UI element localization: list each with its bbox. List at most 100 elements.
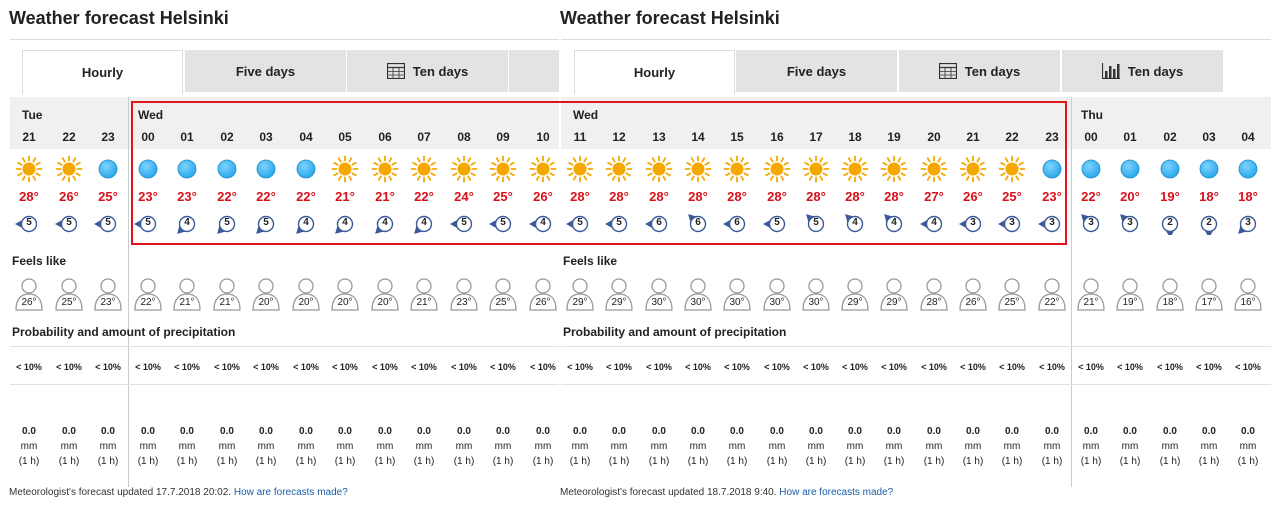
temperature: 25° [98,189,118,204]
temperature: 28° [727,189,747,204]
precip-period: (1 h) [453,456,475,467]
tab-ten-days[interactable]: Ten days [347,50,508,92]
updated-text: Meteorologist's forecast updated 17.7.20… [9,487,232,498]
tab-ten-days-chart[interactable]: Ten days [1062,50,1223,92]
precip-period: (1 h) [334,456,356,467]
tab-hourly[interactable]: Hourly [574,50,735,94]
precip-period: (1 h) [923,456,945,467]
precip-amount-value: 0.0 [770,426,784,437]
how-forecasts-made-link[interactable]: How are forecasts made? [233,487,348,498]
feels-like-value: 25° [1004,297,1020,308]
precip-amount: 0.0 mm (1 h) [758,424,796,469]
feels-like-value: 30° [651,297,667,308]
precip-unit: mm [689,441,707,452]
feels-like-value: 23° [456,297,472,308]
hour-label: 13 [652,130,666,144]
precip-period: (1 h) [374,456,396,467]
precip-period: (1 h) [176,456,198,467]
precip-period: (1 h) [97,456,119,467]
feels-like-value: 17° [1201,297,1217,308]
temperature: 19° [1160,189,1180,204]
wind-icon: 4 [371,213,397,235]
precip-unit: mm [218,441,236,452]
precip-amount-value: 0.0 [652,426,666,437]
day-label: Wed [573,108,599,122]
sun-icon [566,155,594,183]
wind-speed: 5 [577,217,583,228]
hour-label: 05 [338,130,352,144]
precip-probability: < 10% [1235,362,1261,372]
precip-amount-value: 0.0 [1123,426,1137,437]
wind-speed: 5 [500,217,506,228]
tab-five-days[interactable]: Five days [185,50,346,92]
feels-like-value: 21° [179,297,195,308]
precip-probability: < 10% [606,362,632,372]
wind-icon: 6 [723,213,749,235]
temperature: 24° [454,189,474,204]
hour-label: 16 [770,130,784,144]
wind-icon: 4 [880,213,906,235]
wind-speed: 5 [66,217,72,228]
precip-probability: < 10% [16,362,42,372]
precip-period: (1 h) [413,456,435,467]
precip-unit: mm [728,441,746,452]
precip-period: (1 h) [1119,456,1141,467]
temperature: 28° [570,189,590,204]
moon-icon [94,155,122,183]
precip-amount-value: 0.0 [927,426,941,437]
wind-icon: 5 [134,213,160,235]
person-icon [644,276,674,312]
temperature: 22° [217,189,237,204]
precip-period: (1 h) [883,456,905,467]
wind-icon: 4 [173,213,199,235]
precip-probability: < 10% [960,362,986,372]
precip-amount-value: 0.0 [259,426,273,437]
precip-amount-value: 0.0 [1202,426,1216,437]
person-icon [14,276,44,312]
precip-probability: < 10% [56,362,82,372]
person-icon [604,276,634,312]
person-icon [565,276,595,312]
sun-icon [841,155,869,183]
feels-like-value: 20° [377,297,393,308]
precip-amount: 0.0 mm (1 h) [915,424,953,469]
precip-probability: < 10% [214,362,240,372]
precip-divider [561,346,1271,347]
person-icon [762,276,792,312]
precip-period: (1 h) [1001,456,1023,467]
person-icon [370,276,400,312]
hour-label: 03 [1202,130,1216,144]
precip-amount-value: 0.0 [1241,426,1255,437]
person-icon [958,276,988,312]
temperature: 23° [138,189,158,204]
precip-probability: < 10% [1078,362,1104,372]
precip-amount: 0.0 mm (1 h) [168,424,206,469]
wind-speed: 4 [342,217,348,228]
temperature: 22° [296,189,316,204]
temperature: 28° [767,189,787,204]
wind-speed: 6 [656,217,662,228]
tab-hourly[interactable]: Hourly [22,50,183,94]
precip-amount: 0.0 mm (1 h) [247,424,285,469]
wind-speed: 5 [461,217,467,228]
feels-like-label: Feels like [12,254,67,268]
feels-like-label: Feels like [563,254,618,268]
temperature: 27° [924,189,944,204]
tab-five-days[interactable]: Five days [736,50,897,92]
precip-unit: mm [455,441,473,452]
feels-like-value: 22° [140,297,156,308]
precip-probability: < 10% [372,362,398,372]
temperature: 23° [1042,189,1062,204]
wind-speed: 5 [145,217,151,228]
precip-probability: < 10% [451,362,477,372]
person-icon [291,276,321,312]
tab-ten-days-chart[interactable] [509,50,559,92]
precip-period: (1 h) [1237,456,1259,467]
moon-icon [1156,155,1184,183]
person-icon [722,276,752,312]
how-forecasts-made-link[interactable]: How are forecasts made? [779,487,894,498]
precip-period: (1 h) [766,456,788,467]
tab-ten-days[interactable]: Ten days [899,50,1060,92]
wind-speed: 5 [263,217,269,228]
precip-divider [561,384,1271,385]
